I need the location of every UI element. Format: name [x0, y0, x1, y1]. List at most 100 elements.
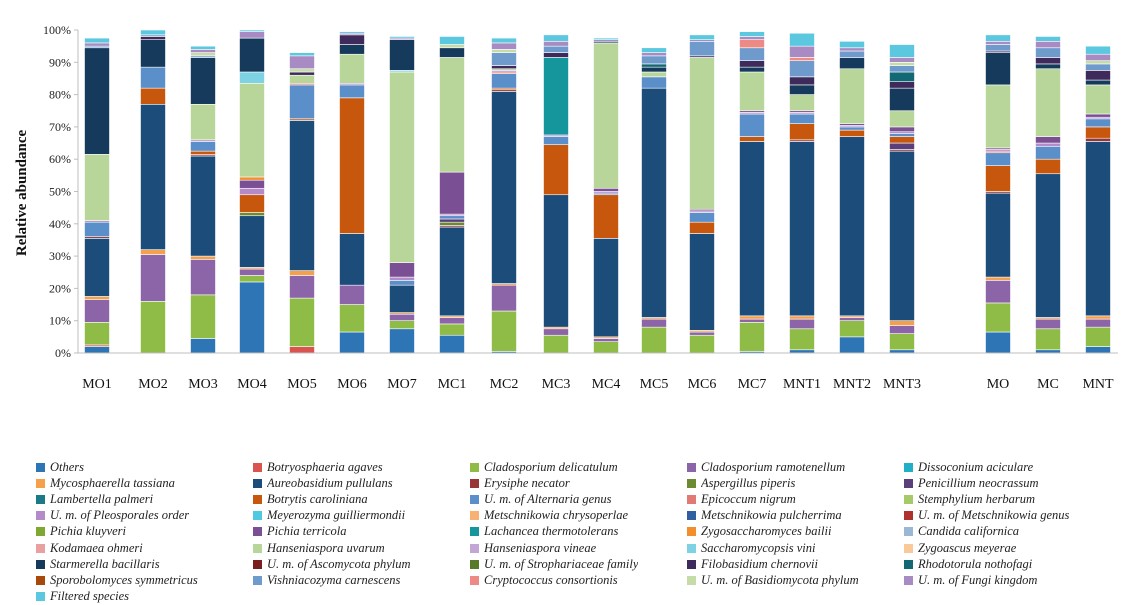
x-tick-label: MC	[1037, 377, 1059, 392]
bar-mnt	[1085, 45, 1111, 354]
legend-swatch	[904, 478, 913, 488]
bar-segment	[439, 323, 465, 336]
bar-segment	[543, 45, 569, 53]
bar-segment	[339, 84, 365, 99]
y-tick-label: 0%	[55, 346, 71, 360]
legend-swatch	[470, 527, 479, 537]
legend-item: Lambertella palmeri	[36, 491, 253, 507]
bar-segment	[641, 47, 667, 53]
legend-label: U. m. of Pleosporales order	[50, 508, 190, 523]
bar-segment	[239, 215, 265, 268]
bar-mc3	[543, 34, 569, 354]
bar-segment	[84, 299, 110, 323]
bar-segment	[84, 346, 110, 354]
bar-segment	[789, 45, 815, 58]
legend-label: Vishniacozyma carnescens	[267, 572, 401, 587]
bar-segment	[239, 281, 265, 354]
legend-label: U. m. of Alternaria genus	[484, 491, 612, 506]
bar-segment	[1035, 57, 1061, 65]
legend-label: Hanseniaspora uvarum	[267, 540, 385, 555]
bar-segment	[889, 325, 915, 334]
bar-segment	[289, 120, 315, 271]
bar-segment	[389, 262, 415, 278]
bar-segment	[339, 331, 365, 354]
legend-swatch	[687, 494, 696, 504]
legend-item: Mycosphaerella tassiana	[36, 475, 253, 491]
bar-mo6	[339, 31, 365, 354]
bar-segment	[985, 34, 1011, 42]
legend-label: Botryosphaeria agaves	[267, 459, 383, 474]
legend-swatch	[470, 559, 479, 569]
bar-segment	[1085, 318, 1111, 328]
legend-swatch	[36, 462, 45, 472]
x-tick-label: MC3	[542, 377, 571, 392]
x-tick-label: MO	[987, 377, 1010, 392]
legend-item: Meyerozyma guilliermondii	[253, 508, 470, 524]
bar-segment	[543, 57, 569, 136]
legend-item: Filtered species	[36, 589, 253, 605]
bar-segment	[641, 76, 667, 89]
legend-swatch	[36, 559, 45, 569]
bar-mc2	[491, 37, 517, 354]
y-tick-label: 30%	[49, 249, 71, 263]
legend-item: U. m. of Metschnikowia genus	[904, 508, 1121, 524]
bar-segment	[789, 94, 815, 112]
bar-segment	[985, 165, 1011, 192]
bar-segment	[839, 57, 865, 70]
bar-segment	[289, 270, 315, 276]
legend-label: Meyerozyma guilliermondii	[267, 508, 406, 523]
legend-label: U. m. of Basidiomycota phylum	[701, 572, 859, 587]
bar-segment	[985, 302, 1011, 333]
legend-label: Sporobolomyces symmetricus	[50, 572, 198, 587]
bar-segment	[739, 141, 765, 317]
bar-segment	[439, 171, 465, 215]
bar-segment	[1085, 141, 1111, 317]
bar-segment	[739, 318, 765, 323]
bar-segment	[985, 276, 1011, 281]
legend-swatch	[253, 462, 262, 472]
legend-item: Cladosporium delicatulum	[470, 459, 687, 475]
legend-label: Penicillium neocrassum	[918, 475, 1039, 490]
bar-segment	[190, 255, 216, 260]
bar-segment	[190, 338, 216, 354]
bar-segment	[789, 76, 815, 86]
legend-item: Filobasidium chernovii	[687, 556, 904, 572]
bar-segment	[1035, 136, 1061, 144]
bar-segment	[289, 55, 315, 70]
bar-segment	[491, 73, 517, 89]
bar-segment	[239, 212, 265, 217]
bar-segment	[641, 55, 667, 65]
bar-segment	[389, 280, 415, 286]
y-tick-label: 20%	[49, 281, 71, 295]
bar-segment	[339, 233, 365, 286]
legend-item: Metschnikowia chrysoperlae	[470, 508, 687, 524]
bar-segment	[439, 36, 465, 45]
bar-segment	[889, 44, 915, 58]
legend-label: Filobasidium chernovii	[701, 556, 818, 571]
y-axis: 0% 10% 20% 30% 40% 50% 60% 70% 80% 90% 100%	[43, 23, 79, 360]
bar-mo2	[140, 29, 166, 354]
bar-segment	[889, 142, 915, 150]
bar-segment	[985, 52, 1011, 86]
legend-label: Candida californica	[918, 524, 1020, 539]
bar-segment	[289, 297, 315, 347]
bar-segment	[1085, 45, 1111, 55]
bar-segment	[239, 31, 265, 39]
bar-segment	[1035, 36, 1061, 42]
x-tick-label: MO2	[138, 377, 168, 392]
bar-mo	[985, 34, 1011, 354]
bar-mo7	[389, 36, 415, 354]
x-tick-label: MNT3	[883, 377, 921, 392]
bar-segment	[543, 136, 569, 145]
x-tick-label: MO3	[188, 377, 218, 392]
bar-segment	[839, 50, 865, 58]
legend-label: Metschnikowia chrysoperlae	[484, 508, 629, 523]
bar-segment	[84, 37, 110, 44]
legend-item: Saccharomycopsis vini	[687, 540, 904, 556]
x-tick-label: MC1	[438, 377, 467, 392]
bar-segment	[641, 326, 667, 354]
bar-segment	[1035, 41, 1061, 49]
bar-segment	[739, 113, 765, 137]
bar-segment	[239, 82, 265, 178]
bar-segment	[641, 63, 667, 68]
